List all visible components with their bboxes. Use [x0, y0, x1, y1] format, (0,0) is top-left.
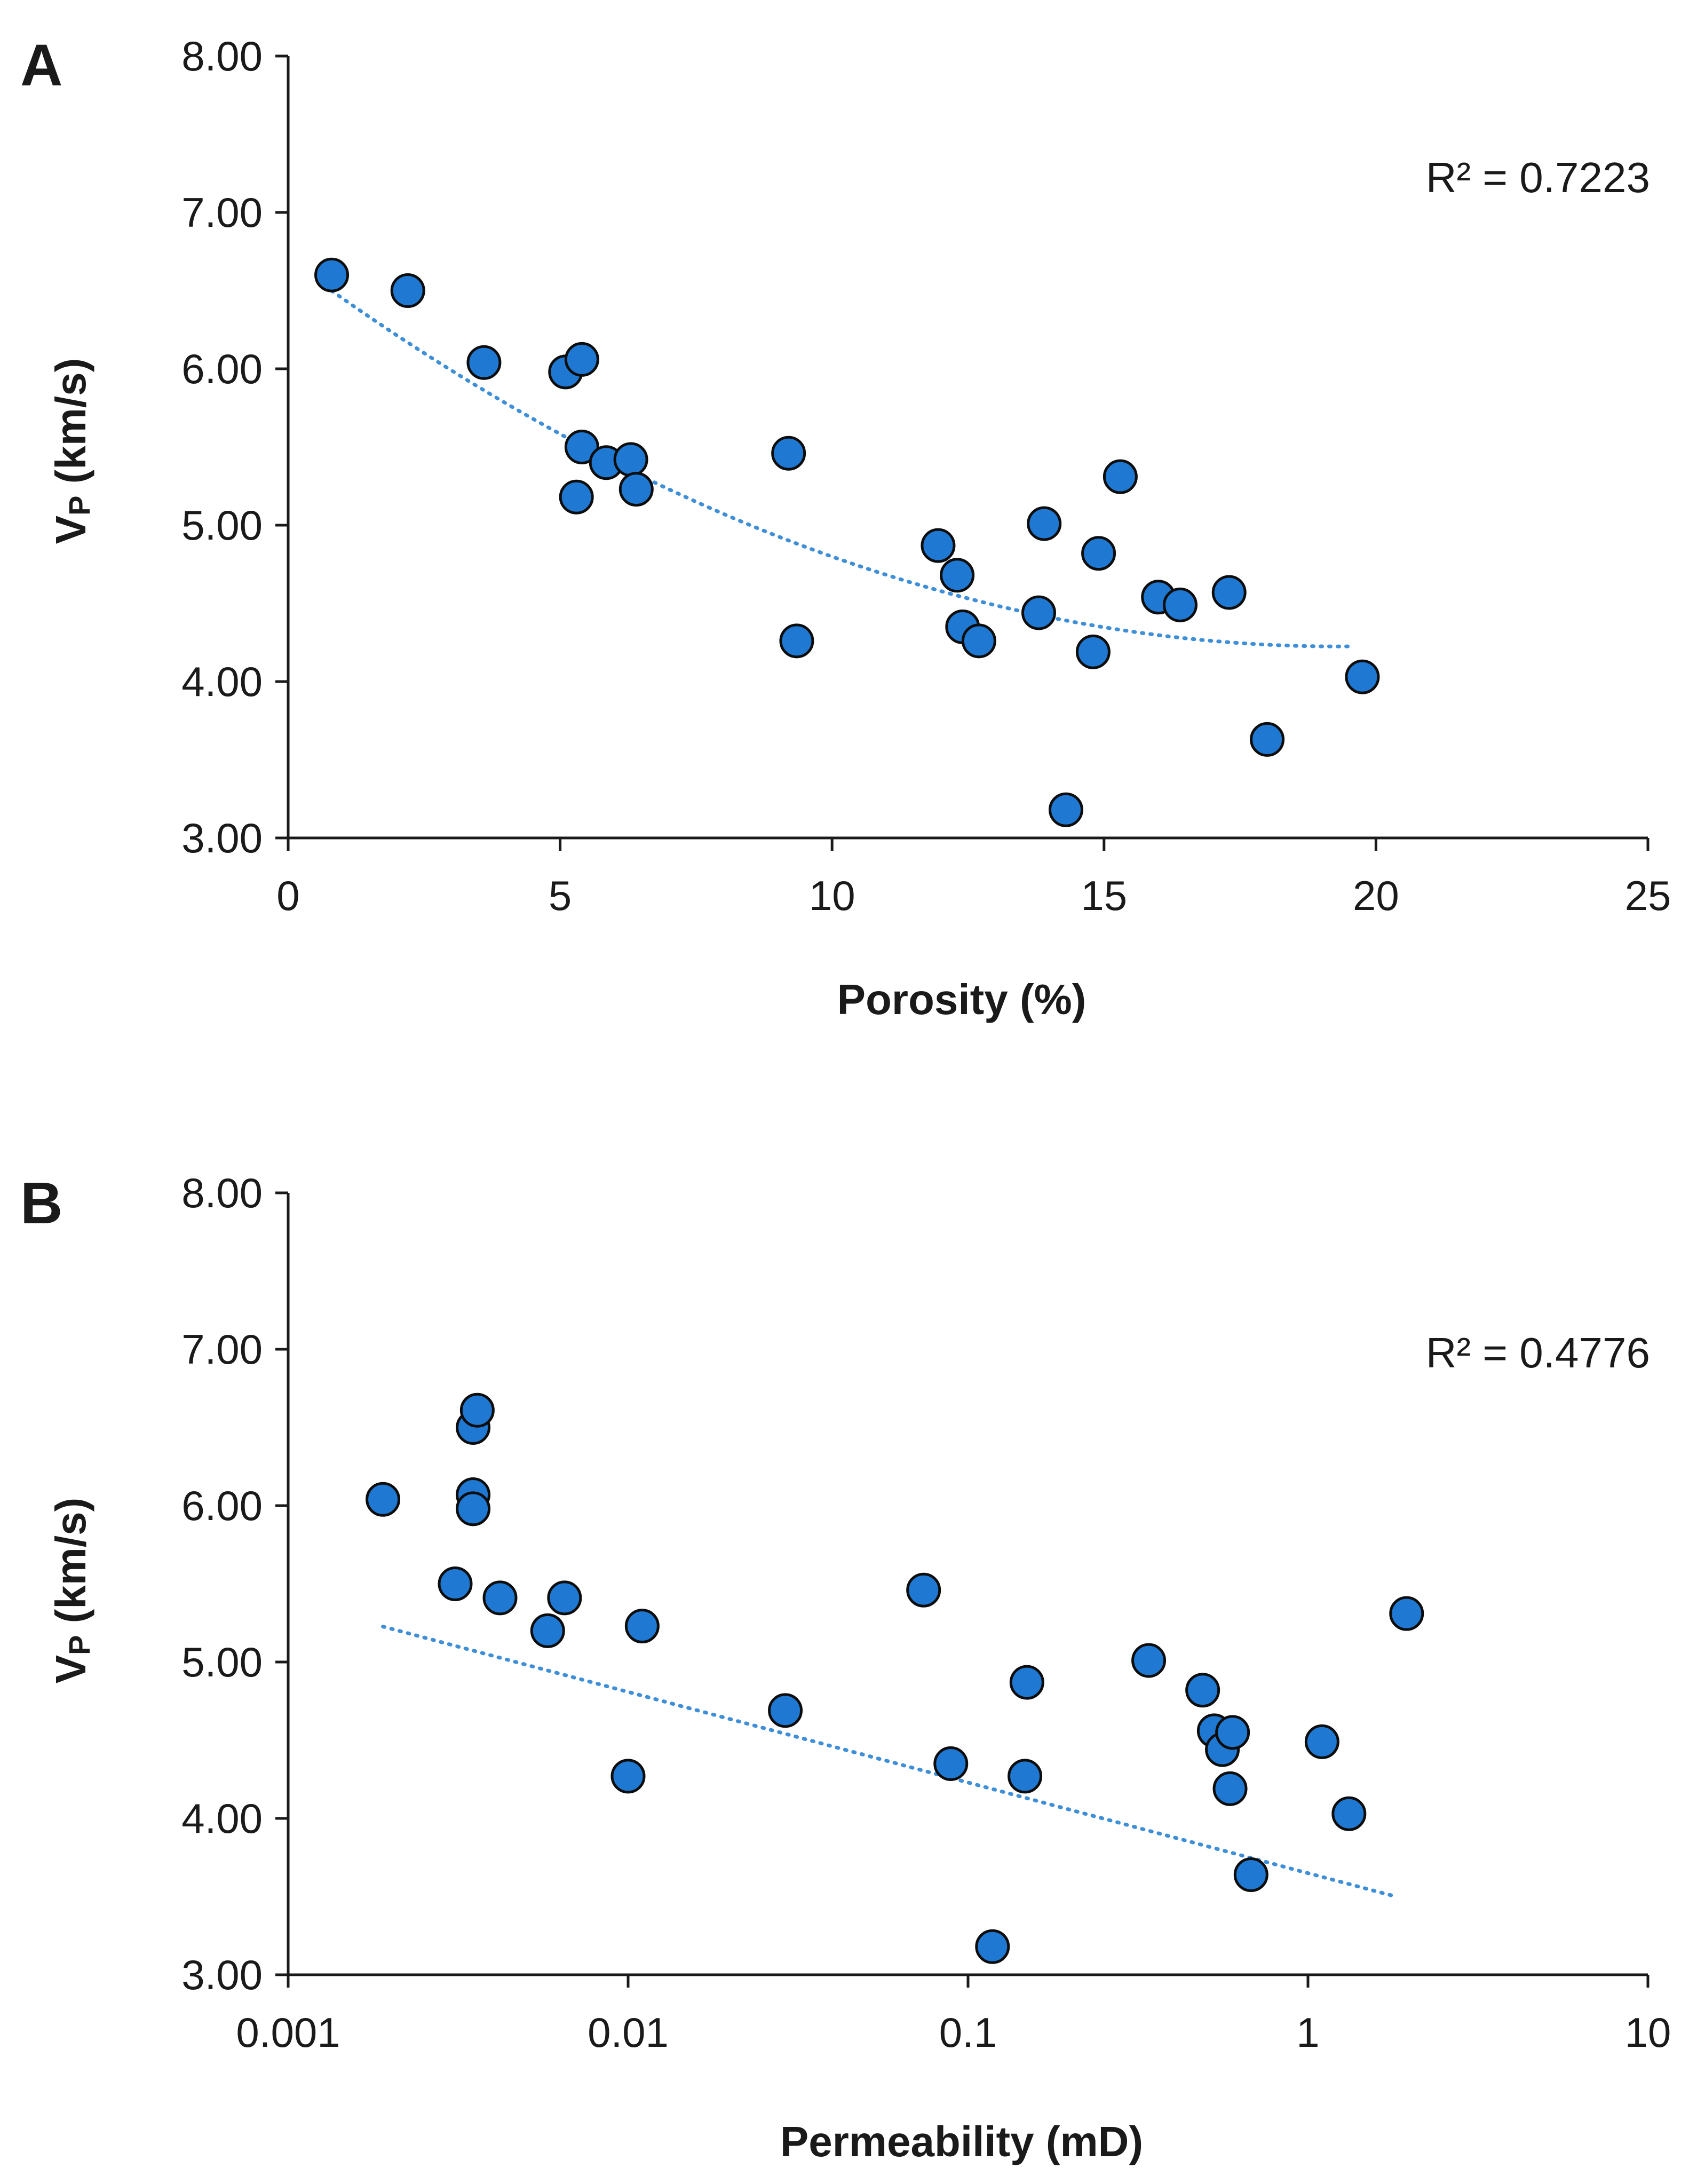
panel-a-data-point — [564, 342, 599, 377]
panel-a-y-tick-label: 6.00 — [181, 345, 263, 392]
panel-a: A 3.00 4.00 5.00 6.00 7.00 8.00 0 5 10 15 20 25 R² … — [20, 33, 1671, 1023]
panel-b-point-layer — [366, 1392, 1424, 1964]
panel-a-data-point — [961, 623, 996, 659]
panel-b-data-point — [975, 1929, 1010, 1964]
panel-a-y-title-main: V — [47, 516, 94, 544]
panel-a-data-point — [771, 436, 806, 471]
panel-b-r2-label: R² = 0.4776 — [1426, 1329, 1650, 1376]
panel-b-y-tick-label: 8.00 — [181, 1169, 263, 1216]
panel-a-letter: A — [20, 33, 62, 98]
panel-b-axis-layer: 3.00 4.00 5.00 6.00 7.00 8.00 0.001 0.01 0.1 1 10 — [181, 1169, 1671, 2056]
panel-a-data-point — [618, 472, 654, 507]
panel-b-data-point — [1215, 1715, 1250, 1750]
panel-b-x-tick-label: 0.01 — [588, 2009, 669, 2056]
panel-b-data-point — [1212, 1771, 1248, 1806]
panel-b-x-axis-title: Permeability (mD) — [780, 2118, 1143, 2165]
panel-b-y-tick-label: 7.00 — [181, 1326, 263, 1373]
panel-b-y-title-rest: (km/s) — [47, 1498, 94, 1635]
panel-b-data-point — [456, 1491, 491, 1526]
panel-b-data-point — [1389, 1596, 1424, 1631]
panel-b-data-point — [530, 1613, 565, 1648]
panel-a-y-tick-label: 4.00 — [181, 658, 263, 705]
panel-b-y-tick-label: 4.00 — [181, 1795, 263, 1842]
panel-a-data-point — [1103, 459, 1138, 494]
panel-a-data-point — [940, 558, 975, 593]
panel-b-trend-layer — [381, 1625, 1397, 1898]
panel-b-data-point — [547, 1580, 582, 1616]
panel-b-data-point — [366, 1482, 401, 1517]
panel-b-data-point — [1331, 1796, 1367, 1831]
panel-a-y-title-sub: P — [62, 496, 96, 516]
panel-a-x-axis-title: Porosity (%) — [837, 976, 1087, 1023]
panel-b-x-tick-label: 10 — [1625, 2009, 1671, 2056]
panel-a-data-point — [1081, 536, 1116, 571]
panel-a-data-point — [559, 479, 594, 515]
panel-b-y-title-sub: P — [62, 1635, 96, 1655]
panel-a-data-point — [1027, 506, 1062, 541]
panel-a-data-point — [1075, 634, 1111, 669]
panel-b-data-point — [906, 1572, 941, 1608]
panel-a-data-point — [921, 528, 956, 563]
panel-a-data-point — [779, 623, 814, 659]
panel-b-y-axis-title: VP (km/s) — [47, 1498, 96, 1684]
panel-a-r2-label: R² = 0.7223 — [1426, 154, 1650, 201]
panel-a-data-point — [466, 345, 502, 380]
panel-a-x-tick-label: 5 — [549, 872, 572, 919]
panel-a-data-point — [1211, 575, 1247, 610]
panel-a-y-title-rest: (km/s) — [47, 358, 94, 496]
panel-a-data-point — [1021, 595, 1056, 630]
panel-b-data-point — [1008, 1759, 1043, 1794]
panel-b-data-point — [1131, 1643, 1167, 1678]
panel-b-x-tick-label: 1 — [1296, 2009, 1319, 2056]
panel-b-x-tick-label: 0.001 — [236, 2009, 340, 2056]
panel-b-trendline — [381, 1625, 1397, 1898]
panel-a-data-point — [314, 257, 350, 292]
panel-a-data-point — [1048, 792, 1083, 827]
panel-a-data-point — [1162, 587, 1198, 622]
panel-a-trendline — [330, 289, 1357, 648]
panel-a-data-point — [1250, 722, 1285, 757]
panel-b-data-point — [1304, 1724, 1339, 1759]
panel-b-data-point — [1185, 1673, 1220, 1708]
panel-a-x-tick-label: 25 — [1625, 872, 1671, 919]
panel-a-y-tick-label: 3.00 — [181, 814, 263, 861]
panel-b-letter: B — [20, 1170, 62, 1236]
panel-b-x-tick-label: 0.1 — [939, 2009, 997, 2056]
panel-b-data-point — [624, 1609, 660, 1644]
panel-a-data-point — [613, 442, 648, 477]
panel-b-y-tick-label: 6.00 — [181, 1482, 263, 1529]
panel-a-point-layer — [314, 257, 1380, 827]
panel-a-data-point — [1345, 659, 1380, 694]
panel-b-y-tick-label: 3.00 — [181, 1951, 263, 1998]
panel-b-data-point — [768, 1693, 803, 1728]
panel-b-data-point — [933, 1746, 969, 1781]
panel-a-x-tick-label: 0 — [276, 872, 299, 919]
panel-b-y-title-main: V — [47, 1655, 94, 1683]
panel-a-axis-layer: 3.00 4.00 5.00 6.00 7.00 8.00 0 5 10 15 20 25 — [181, 33, 1671, 919]
panel-a-trend-layer — [330, 289, 1357, 648]
panel-a-x-tick-label: 20 — [1353, 872, 1399, 919]
panel-b-data-point — [438, 1566, 473, 1601]
panel-a-y-tick-label: 7.00 — [181, 189, 263, 236]
panel-b: B 3.00 4.00 5.00 6.00 7.00 8.00 0.001 0.01 0.1 1 1… — [20, 1169, 1671, 2165]
panel-b-y-tick-label: 5.00 — [181, 1639, 263, 1686]
panel-a-data-point — [564, 430, 599, 464]
panel-b-data-point — [482, 1580, 518, 1616]
panel-a-x-tick-label: 10 — [809, 872, 855, 919]
panel-a-y-axis-title: VP (km/s) — [47, 358, 96, 544]
panel-b-data-point — [459, 1392, 495, 1428]
panel-b-data-point — [610, 1759, 646, 1794]
panel-a-y-tick-label: 8.00 — [181, 33, 263, 80]
panel-b-data-point — [1233, 1857, 1268, 1892]
panel-a-data-point — [390, 273, 425, 308]
panel-a-x-tick-label: 15 — [1081, 872, 1127, 919]
panel-b-data-point — [1009, 1665, 1044, 1700]
panel-a-y-tick-label: 5.00 — [181, 502, 263, 549]
